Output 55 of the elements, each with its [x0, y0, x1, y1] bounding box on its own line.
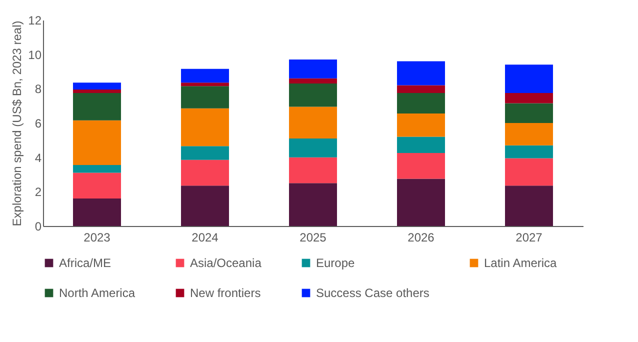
bar — [505, 103, 553, 123]
bar — [289, 183, 337, 226]
legend-label: Success Case others — [316, 286, 430, 300]
bar — [505, 145, 553, 158]
legend-label: North America — [59, 286, 136, 300]
bar — [73, 165, 121, 173]
bar — [397, 178, 445, 226]
bar — [181, 82, 229, 86]
x-tick-label: 2027 — [516, 230, 543, 244]
bar — [505, 92, 553, 104]
legend-label: Asia/Oceania — [190, 256, 262, 270]
legend-label: New frontiers — [190, 286, 261, 300]
bar — [73, 92, 121, 120]
bar — [289, 84, 337, 107]
x-tick-label: 2023 — [84, 230, 111, 244]
legend-label: Europe — [316, 256, 356, 270]
bar — [181, 186, 229, 226]
bar — [289, 106, 337, 138]
bar — [397, 61, 445, 86]
y-tick-label: 2 — [34, 185, 42, 200]
bar — [397, 92, 445, 114]
x-tick-label: 2025 — [300, 230, 327, 244]
bar — [73, 172, 121, 199]
x-tick-label: 2026 — [408, 230, 435, 244]
bar — [181, 146, 229, 160]
bar — [181, 86, 229, 108]
bar — [505, 123, 553, 146]
bar — [289, 78, 337, 84]
bar — [289, 138, 337, 158]
bar — [505, 186, 553, 226]
y-tick-label: 6 — [34, 116, 42, 130]
legend-label: Latin America — [484, 256, 558, 270]
bar — [181, 68, 229, 83]
bar — [397, 136, 445, 154]
bar — [73, 198, 121, 226]
bar — [73, 90, 121, 93]
y-tick-label: 0 — [34, 220, 42, 234]
bar — [289, 157, 337, 184]
bar — [397, 153, 445, 179]
bar — [73, 120, 121, 166]
bar — [505, 64, 553, 93]
y-tick-label: 12 — [28, 14, 42, 28]
bar — [397, 85, 445, 93]
bar — [289, 59, 337, 78]
y-tick-label: 10 — [28, 48, 42, 62]
bar — [397, 114, 445, 137]
bar — [73, 82, 121, 90]
y-tick-label: 4 — [34, 150, 42, 165]
y-axis-title: Exploration spend (US$ Bn, 2023 real) — [10, 20, 24, 226]
y-tick-label: 8 — [34, 82, 42, 96]
bar — [181, 160, 229, 186]
legend-label: Africa/ME — [59, 256, 112, 270]
bar — [505, 158, 553, 186]
x-tick-label: 2024 — [192, 230, 219, 244]
bar — [181, 108, 229, 146]
